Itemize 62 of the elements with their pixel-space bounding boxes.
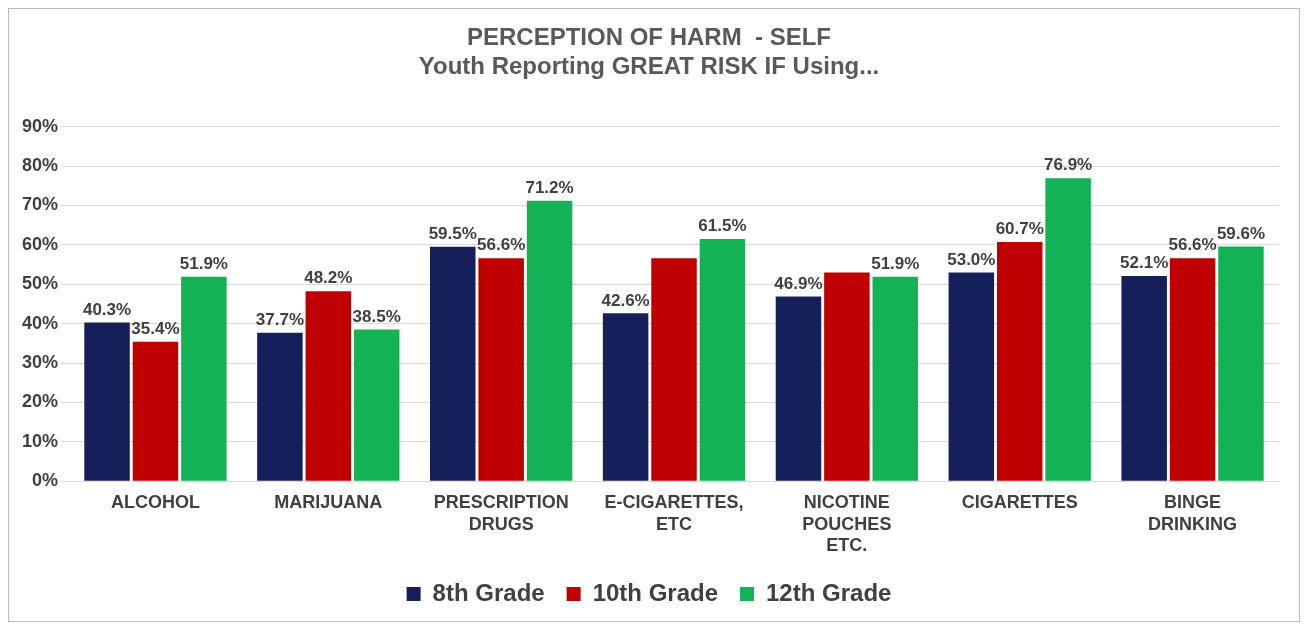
bar xyxy=(305,291,352,481)
data-label: 48.2% xyxy=(304,268,353,288)
data-label: 52.1% xyxy=(1120,253,1169,273)
chart-title: PERCEPTION OF HARM - SELF xyxy=(466,23,832,51)
data-label: 35.4% xyxy=(131,318,180,338)
bar xyxy=(1045,178,1091,481)
x-tick-label: BINGE DRINKING xyxy=(1148,491,1238,534)
data-label: 51.9% xyxy=(179,253,228,273)
bar xyxy=(996,242,1043,481)
y-tick-label: 0% xyxy=(32,470,59,491)
data-label: 59.6% xyxy=(1216,223,1266,243)
data-label: 61.5% xyxy=(698,216,747,236)
x-tick-label: PRESCRIPTION DRUGS xyxy=(433,491,569,534)
data-label: 71.2% xyxy=(525,177,574,197)
data-label: 37.7% xyxy=(255,309,305,329)
y-tick-label: 40% xyxy=(22,312,59,333)
legend-label: 12th Grade xyxy=(766,578,892,606)
bar xyxy=(526,200,573,481)
y-tick-label: 30% xyxy=(22,351,59,372)
data-label: 53.0% xyxy=(947,249,996,269)
legend-label: 8th Grade xyxy=(432,578,545,606)
data-label: 38.5% xyxy=(352,306,401,326)
legend-label: 10th Grade xyxy=(592,578,719,606)
data-label: 42.6% xyxy=(601,290,650,310)
bar xyxy=(257,332,303,481)
x-tick-label: E-CIGARETTES, ETC xyxy=(604,491,744,534)
bar xyxy=(1169,258,1216,481)
data-label: 56.6% xyxy=(1168,235,1217,255)
bar xyxy=(872,276,919,481)
x-tick-label: NICOTINE POUCHES ETC. xyxy=(802,491,892,556)
bar xyxy=(84,322,130,481)
y-tick-label: 10% xyxy=(22,430,59,451)
y-tick-label: 70% xyxy=(22,194,59,215)
bar xyxy=(651,258,697,481)
bar xyxy=(699,238,746,481)
chart-subtitle: Youth Reporting GREAT RISK IF Using... xyxy=(418,51,880,79)
bar xyxy=(775,296,822,481)
y-tick-label: 90% xyxy=(22,115,59,136)
x-tick-label: CIGARETTES xyxy=(961,491,1078,512)
y-tick-label: 20% xyxy=(22,391,59,412)
bar xyxy=(132,341,179,481)
data-label: 76.9% xyxy=(1044,155,1093,175)
bar xyxy=(1121,275,1167,481)
bar xyxy=(478,258,524,481)
data-label: 56.6% xyxy=(477,235,526,255)
bar xyxy=(948,272,995,481)
data-label: 60.7% xyxy=(995,219,1044,239)
y-tick-label: 50% xyxy=(22,273,59,294)
data-label: 46.9% xyxy=(774,273,823,293)
bar xyxy=(602,313,649,481)
data-label: 51.9% xyxy=(871,253,920,273)
data-label: 59.5% xyxy=(428,223,477,243)
data-label: 40.3% xyxy=(82,299,132,319)
bar xyxy=(181,276,227,481)
x-tick-label: MARIJUANA xyxy=(274,491,383,512)
y-tick-label: 60% xyxy=(22,233,59,254)
bar xyxy=(353,329,400,481)
y-tick-label: 80% xyxy=(22,154,59,175)
x-tick-label: ALCOHOL xyxy=(110,491,200,512)
bar xyxy=(824,272,870,481)
bar xyxy=(1218,246,1264,481)
bar xyxy=(430,246,476,481)
